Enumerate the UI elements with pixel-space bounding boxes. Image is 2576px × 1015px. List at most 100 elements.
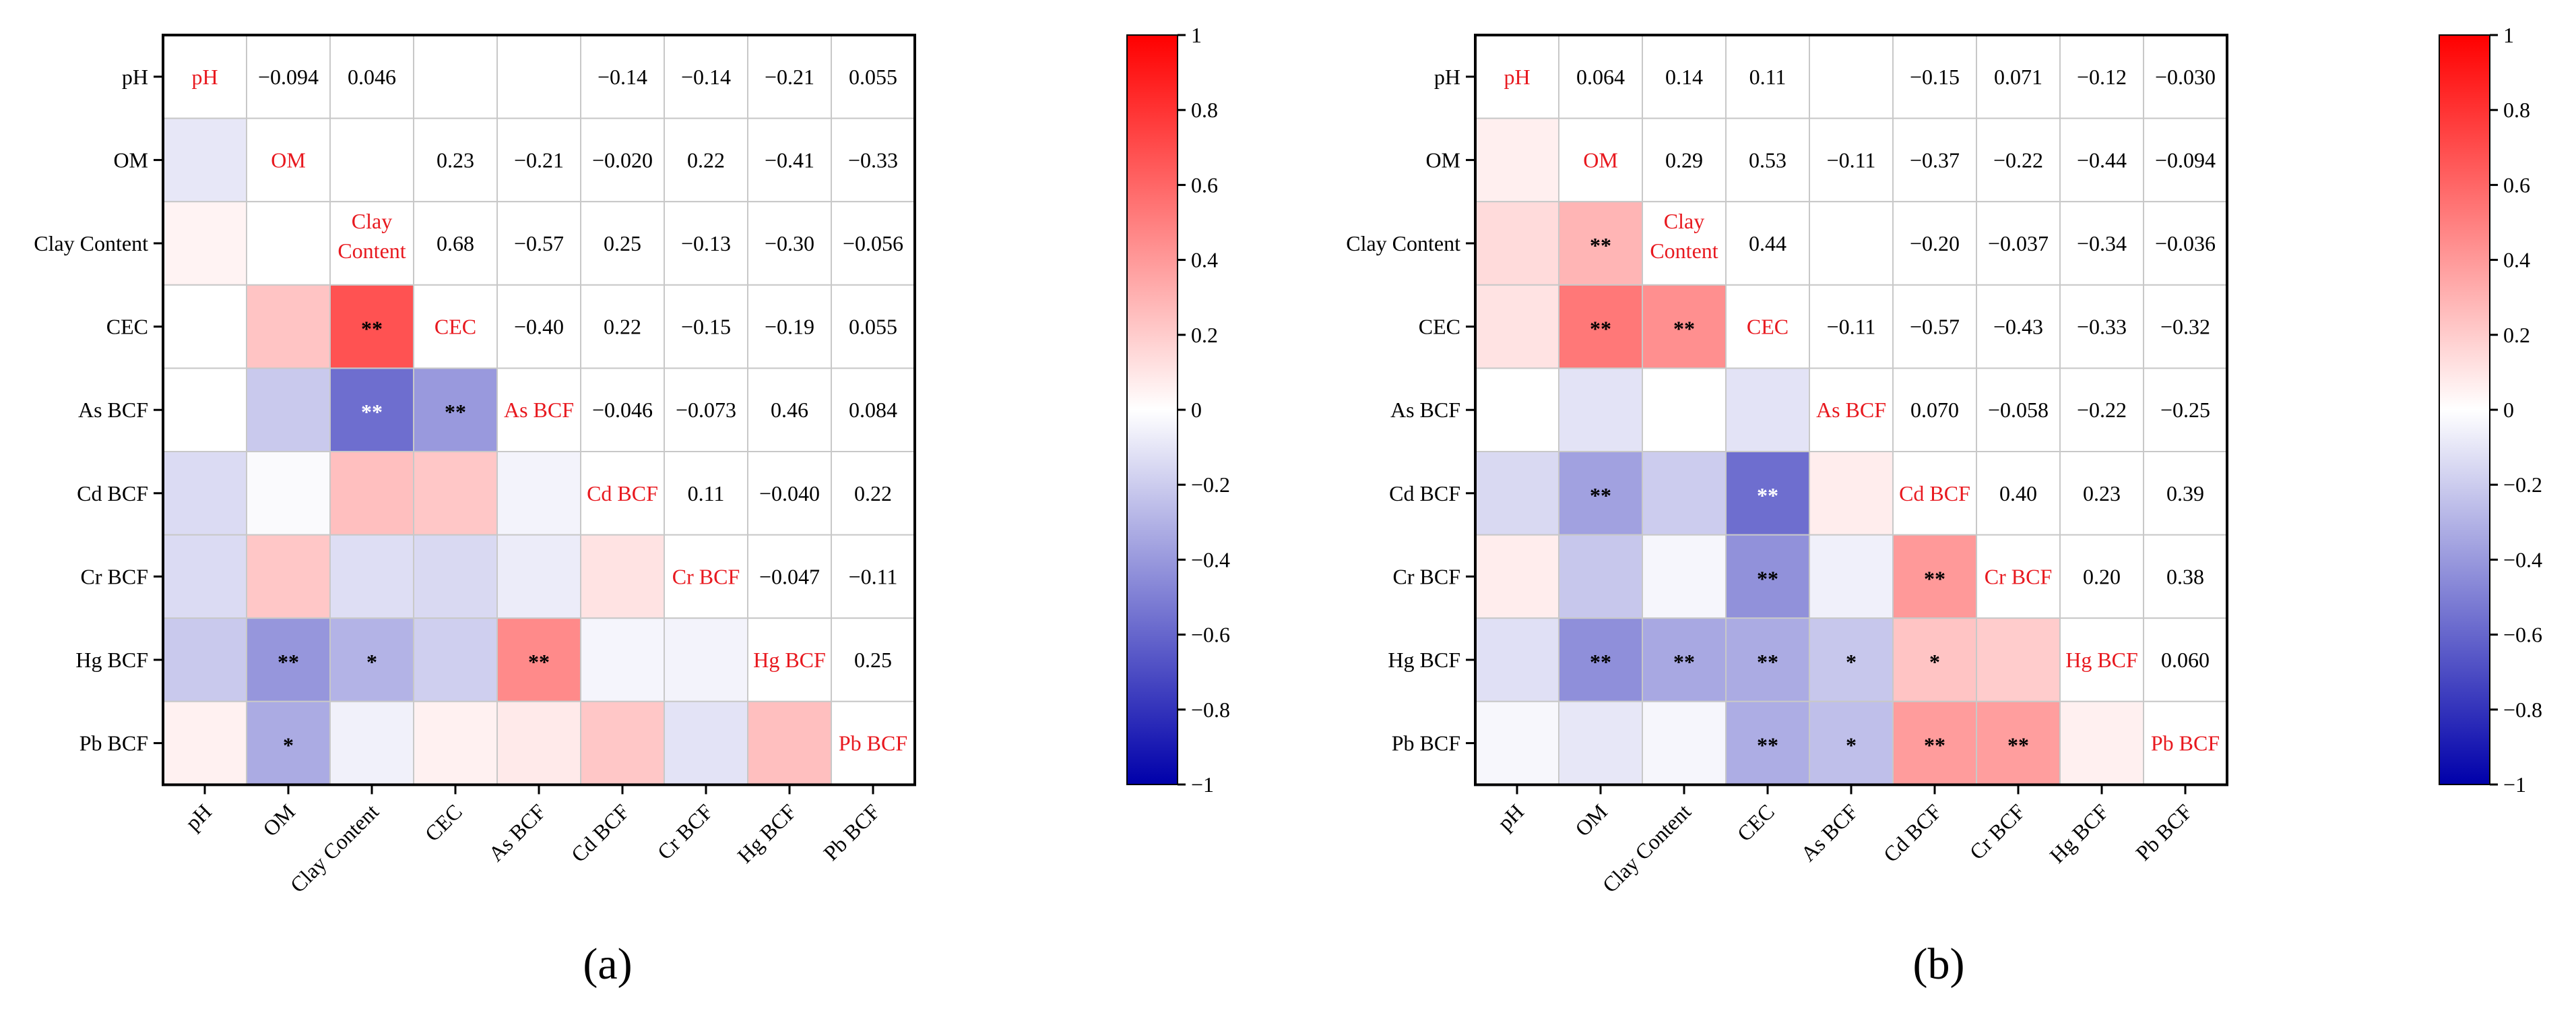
correlation-value-label: −0.41 xyxy=(765,148,814,172)
colorbar-a: 1 0.8 0.6 0.4 0.2 0 −0.2 −0.4 −0.6 −0.8 −1 xyxy=(1126,23,1230,797)
x-tick-label: Clay Content xyxy=(285,799,383,898)
heatmap-cell xyxy=(162,534,247,619)
diagonal-label: Cd BCF xyxy=(1899,481,1970,505)
heatmap-cell xyxy=(1976,201,2061,286)
x-tick-label: Clay Content xyxy=(1597,799,1696,898)
heatmap-cell xyxy=(2143,284,2228,369)
colorbar-tick-label: −0.6 xyxy=(1191,623,1230,647)
y-tick-label: Pb BCF xyxy=(79,731,148,756)
diagonal-label: Clay Content xyxy=(337,209,406,263)
significance-stars: ** xyxy=(2007,733,2029,758)
heatmap-cell xyxy=(831,284,915,369)
x-tick-label: As BCF xyxy=(484,799,550,866)
correlation-value-label: 0.25 xyxy=(854,648,892,672)
correlation-value-label: −0.14 xyxy=(598,65,647,89)
heatmap-cell xyxy=(1725,700,1810,786)
y-tick-label: As BCF xyxy=(1390,398,1460,422)
heatmap-cell xyxy=(413,534,498,619)
heatmap-cell xyxy=(162,617,247,702)
heatmap-cell xyxy=(1475,284,1559,369)
correlation-value-label: 0.11 xyxy=(1749,65,1786,89)
x-tick-label: As BCF xyxy=(1796,799,1863,866)
heatmap-cell xyxy=(1725,617,1810,702)
heatmap-cell xyxy=(413,34,498,119)
correlation-value-label: 0.23 xyxy=(437,148,474,172)
heatmap-cell xyxy=(1809,700,1894,786)
heatmap-cell xyxy=(747,534,832,619)
x-tick-label: Hg BCF xyxy=(2044,799,2113,868)
heatmap-cell xyxy=(1892,367,1977,453)
heatmap-cell xyxy=(246,451,331,536)
colorbar-tick-label: 0.6 xyxy=(1191,173,1218,197)
heatmap-cell xyxy=(580,451,665,536)
correlation-value-label: −0.12 xyxy=(2077,65,2127,89)
heatmap-cell xyxy=(329,700,414,786)
heatmap-cell xyxy=(246,367,331,453)
correlation-value-label: 0.38 xyxy=(2166,564,2204,588)
correlation-value-label: 0.29 xyxy=(1665,148,1703,172)
significance-stars: ** xyxy=(1590,233,1611,257)
heatmap-cell xyxy=(1809,451,1894,536)
correlation-value-label: 0.68 xyxy=(437,231,474,255)
colorbar-tick-label: −0.4 xyxy=(1191,547,1230,572)
colorbar-tick-label: −0.2 xyxy=(2503,472,2542,497)
colorbar-tick-label: 0 xyxy=(2503,398,2514,422)
correlation-value-label: −0.020 xyxy=(592,148,653,172)
colorbar-tick-label: 0.4 xyxy=(1191,248,1218,272)
x-tick-label: pH xyxy=(181,799,216,835)
correlation-value-label: −0.32 xyxy=(2160,315,2210,339)
heatmap-cell xyxy=(1809,284,1894,369)
colorbar-tick-label: 0.6 xyxy=(2503,173,2530,197)
correlation-value-label: −0.040 xyxy=(759,481,820,505)
correlation-value-label: −0.11 xyxy=(1827,148,1876,172)
correlation-value-label: 0.22 xyxy=(687,148,725,172)
heatmap-cell xyxy=(1809,201,1894,286)
correlation-value-label: −0.57 xyxy=(1910,315,1960,339)
heatmap-cell xyxy=(580,367,665,453)
correlation-value-label: 0.46 xyxy=(771,398,808,422)
heatmap-cell xyxy=(162,117,247,203)
significance-stars: ** xyxy=(1757,650,1778,674)
diagonal-label: As BCF xyxy=(1816,398,1886,422)
colorbar-tick-label: 1 xyxy=(2503,23,2514,47)
diagonal-label: Cr BCF xyxy=(672,564,740,588)
heatmap-cell xyxy=(1976,534,2061,619)
heatmap-cell xyxy=(496,117,581,203)
correlation-value-label: −0.030 xyxy=(2155,65,2216,89)
heatmap-cell xyxy=(1558,117,1643,203)
heatmap-cell xyxy=(1725,117,1810,203)
correlation-value-label: −0.13 xyxy=(681,231,731,255)
heatmap-cell xyxy=(1642,534,1727,619)
significance-stars: ** xyxy=(1590,317,1611,341)
heatmap-cell xyxy=(413,617,498,702)
correlation-value-label: 0.44 xyxy=(1749,231,1786,255)
heatmap-cell xyxy=(831,367,915,453)
colorbar-tick-label: 0.8 xyxy=(2503,98,2530,122)
heatmap-cell xyxy=(413,284,498,369)
colorbar-tick-label: 0.2 xyxy=(2503,323,2530,347)
correlation-value-label: 0.20 xyxy=(2083,564,2121,588)
correlation-value-label: −0.056 xyxy=(843,231,903,255)
significance-stars: ** xyxy=(1924,566,1945,590)
y-tick-label: OM xyxy=(1425,148,1460,172)
correlation-value-label: −0.11 xyxy=(849,564,898,588)
panel-label-b: (b) xyxy=(1913,940,1965,989)
diagonal-label: Cd BCF xyxy=(587,481,658,505)
y-tick-label: CEC xyxy=(106,315,148,339)
diagonal-label: OM xyxy=(1583,148,1618,172)
heatmap-cell xyxy=(1809,34,1894,119)
heatmap-cell xyxy=(747,700,832,786)
diagonal-label: Hg BCF xyxy=(2065,648,2138,672)
heatmap-cell xyxy=(496,700,581,786)
colorbar-tick-label: −0.4 xyxy=(2503,547,2542,572)
y-tick-label: Cd BCF xyxy=(77,481,148,505)
heatmap-cell xyxy=(2143,451,2228,536)
significance-stars: ** xyxy=(528,650,550,674)
colorbar-tick-label: −1 xyxy=(2503,772,2526,797)
heatmap-cell xyxy=(747,451,832,536)
heatmap-cell xyxy=(664,367,748,453)
heatmap-cell xyxy=(1725,534,1810,619)
correlation-value-label: 0.055 xyxy=(849,315,897,339)
heatmap-cell xyxy=(1642,367,1727,453)
significance-stars: ** xyxy=(1673,650,1695,674)
